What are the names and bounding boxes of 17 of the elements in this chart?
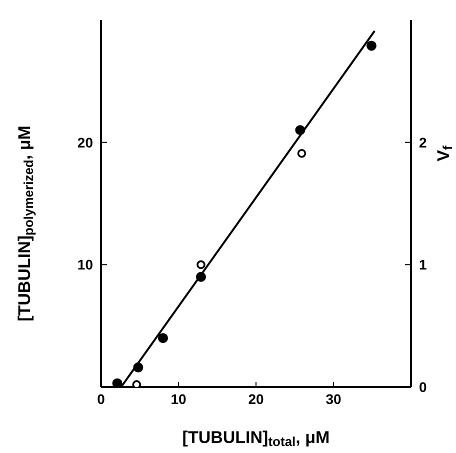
y2-tick-label: 1 xyxy=(419,256,427,273)
y2-tick-label: 0 xyxy=(419,378,427,395)
point xyxy=(295,125,306,136)
x-tick-label: 10 xyxy=(170,390,186,407)
point xyxy=(132,380,142,387)
x-axis-title: [TUBULIN]$_{total}$, μM xyxy=(182,428,330,450)
x-tick-label: 0 xyxy=(97,390,106,407)
point xyxy=(158,333,168,344)
point xyxy=(133,362,144,372)
x-tick-label: 30 xyxy=(326,390,342,407)
y2-tick-label: 2 xyxy=(419,134,427,150)
point xyxy=(196,260,206,270)
point xyxy=(366,40,376,51)
x-tick-label: 20 xyxy=(248,390,264,407)
point xyxy=(112,378,122,387)
point xyxy=(297,148,306,158)
point xyxy=(196,272,206,282)
